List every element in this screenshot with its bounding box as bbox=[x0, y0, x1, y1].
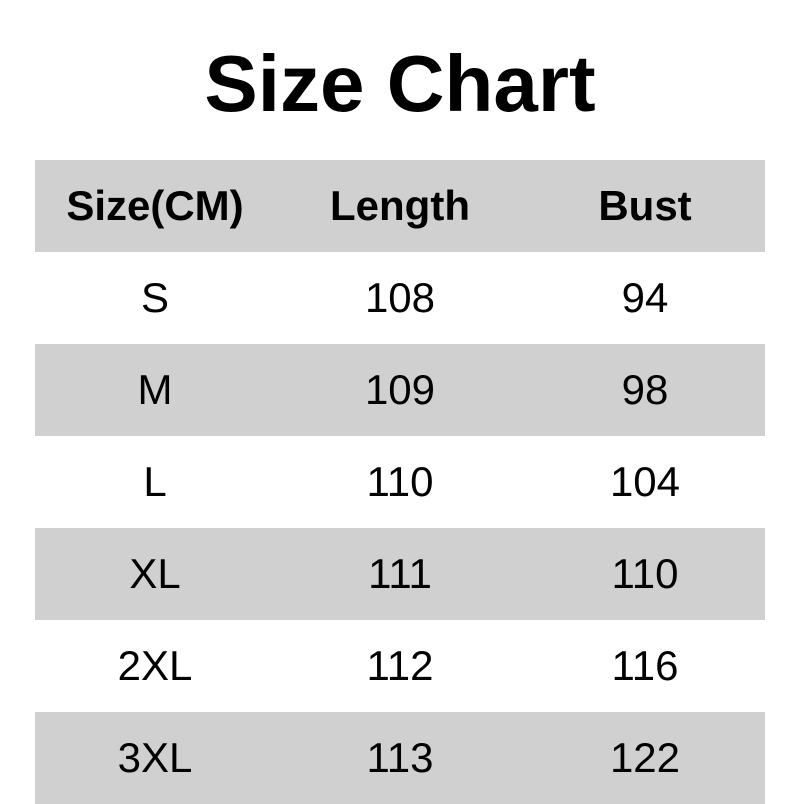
header-length: Length bbox=[330, 182, 470, 229]
table-row: 3XL 113 122 bbox=[35, 712, 765, 804]
cell-bust: 104 bbox=[609, 458, 681, 505]
size-table: Size(CM) Length Bust S 108 94 M 109 98 L 110 104… bbox=[35, 160, 765, 804]
cell-length: 109 bbox=[364, 366, 436, 413]
header-size: Size(CM) bbox=[66, 182, 244, 229]
cell-length: 111 bbox=[368, 550, 432, 597]
cell-size: 2XL bbox=[117, 642, 193, 689]
table-row: 2XL 112 116 bbox=[35, 620, 765, 712]
table-row: L 110 104 bbox=[35, 436, 765, 528]
cell-length: 113 bbox=[366, 734, 434, 781]
cell-length: 112 bbox=[366, 642, 434, 689]
cell-length: 108 bbox=[364, 274, 436, 321]
cell-bust: 116 bbox=[611, 642, 679, 689]
cell-bust: 98 bbox=[621, 366, 669, 413]
table-header-row: Size(CM) Length Bust bbox=[35, 160, 765, 252]
table-row: S 108 94 bbox=[35, 252, 765, 344]
table-row: M 109 98 bbox=[35, 344, 765, 436]
table-row: XL 111 110 bbox=[35, 528, 765, 620]
cell-bust: 122 bbox=[609, 734, 681, 781]
cell-size: S bbox=[140, 274, 169, 321]
header-bust: Bust bbox=[598, 182, 692, 229]
cell-size: M bbox=[137, 366, 173, 413]
cell-bust: 94 bbox=[621, 274, 669, 321]
cell-size: XL bbox=[129, 550, 181, 597]
cell-size: L bbox=[143, 458, 167, 505]
cell-bust: 110 bbox=[611, 550, 679, 597]
cell-length: 110 bbox=[366, 458, 434, 505]
page-title: Size Chart bbox=[204, 39, 596, 128]
cell-size: 3XL bbox=[117, 734, 193, 781]
